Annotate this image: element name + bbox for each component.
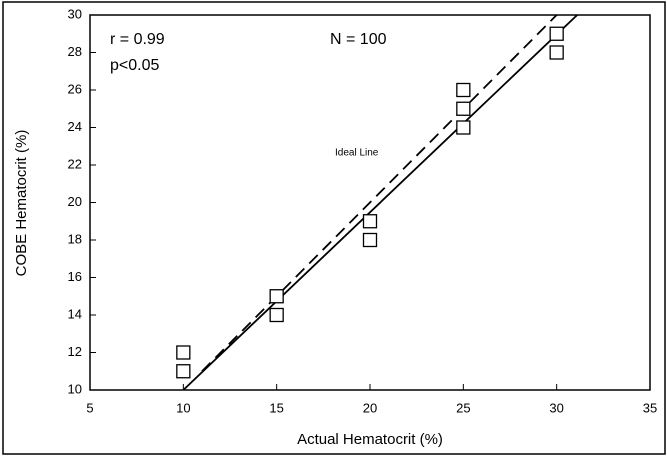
y-tick-label: 10 bbox=[68, 381, 82, 396]
y-tick-label: 28 bbox=[68, 44, 82, 59]
marker bbox=[456, 120, 471, 135]
y-tick-label: 22 bbox=[68, 156, 82, 171]
marker bbox=[362, 214, 378, 229]
y-tick-label: 16 bbox=[68, 269, 82, 284]
marker bbox=[176, 364, 191, 379]
x-tick-label: 5 bbox=[86, 400, 93, 415]
x-tick-label: 15 bbox=[269, 400, 283, 415]
marker bbox=[176, 345, 191, 360]
x-tick-label: 35 bbox=[643, 400, 657, 415]
fit-line bbox=[182, 15, 578, 390]
marker bbox=[549, 26, 564, 41]
x-tick-label: 20 bbox=[363, 400, 377, 415]
frame bbox=[2, 1, 666, 455]
fit-line bbox=[201, 15, 558, 372]
marker bbox=[549, 45, 564, 60]
x-axis-label: Actual Hematocrit (%) bbox=[297, 431, 443, 448]
y-tick-label: 24 bbox=[68, 119, 82, 134]
annotation: r = 0.99 bbox=[110, 31, 165, 48]
marker bbox=[269, 289, 284, 304]
x-tick-label: 25 bbox=[456, 400, 470, 415]
y-axis-label: COBE Hematocrit (%) bbox=[13, 130, 30, 277]
y-tick-label: 14 bbox=[68, 306, 82, 321]
marker bbox=[456, 82, 471, 98]
y-tick-label: 26 bbox=[68, 81, 82, 96]
annotation: p<0.05 bbox=[110, 57, 159, 74]
y-tick-label: 18 bbox=[68, 231, 82, 246]
annotation: Ideal Line bbox=[335, 148, 379, 159]
y-tick-label: 12 bbox=[68, 344, 82, 359]
marker bbox=[362, 232, 378, 248]
annotation: N = 100 bbox=[330, 31, 387, 48]
y-tick-label: 30 bbox=[68, 6, 82, 21]
y-tick-label: 20 bbox=[68, 194, 82, 209]
marker bbox=[269, 307, 284, 323]
marker bbox=[456, 101, 471, 116]
x-tick-label: 10 bbox=[176, 400, 190, 415]
x-tick-label: 30 bbox=[549, 400, 563, 415]
